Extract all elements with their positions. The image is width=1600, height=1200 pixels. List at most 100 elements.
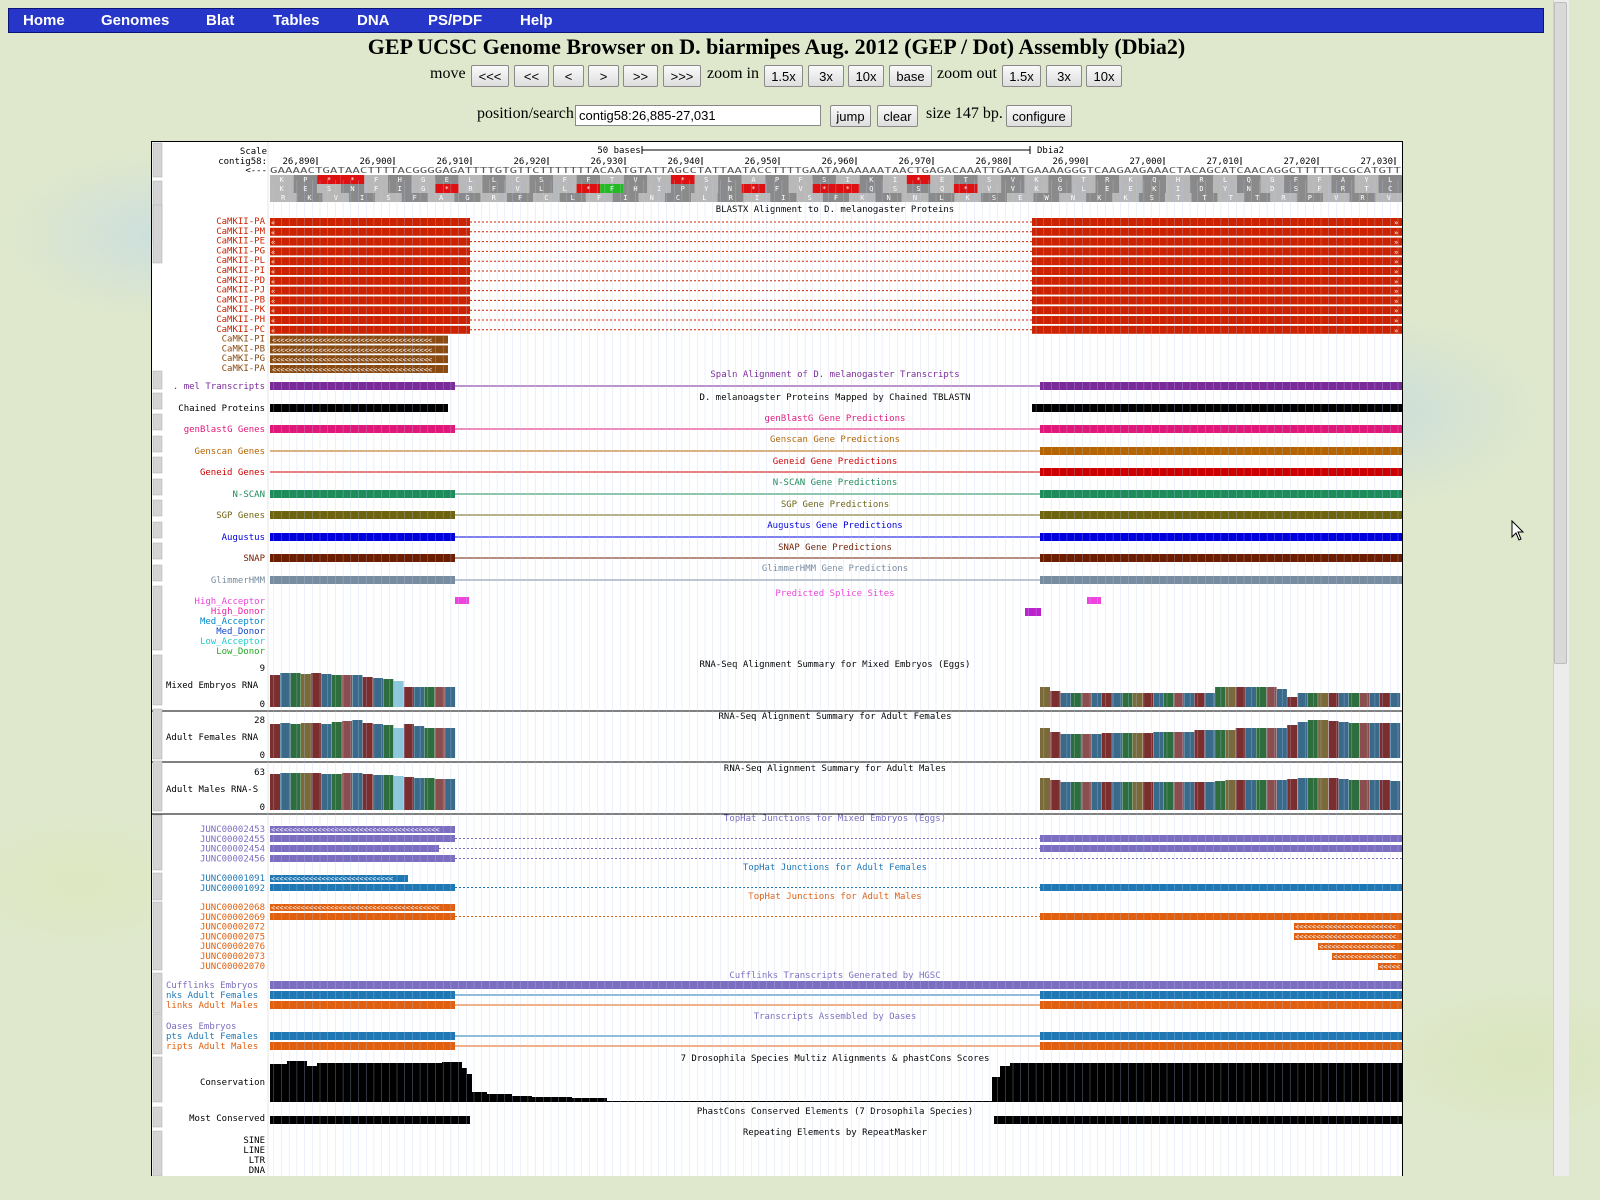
undefined-bar[interactable] (1143, 693, 1153, 707)
undefined-bar[interactable] (280, 723, 291, 758)
undefined-bar[interactable] (414, 687, 425, 707)
undefined-bar[interactable] (424, 687, 435, 707)
nav-dna-link[interactable]: DNA (357, 12, 390, 29)
camki-alignment-block[interactable] (270, 345, 448, 354)
zoom-out-10x-button[interactable]: 10x (1086, 65, 1122, 87)
undefined-bar[interactable] (1307, 778, 1318, 810)
undefined-bar[interactable] (1040, 728, 1050, 758)
undefined-bar[interactable] (403, 687, 414, 707)
track-side-button[interactable] (152, 521, 163, 539)
camkii-alignment-block-1[interactable] (270, 218, 470, 226)
track-side-button[interactable] (152, 814, 163, 871)
junction-block[interactable] (1378, 963, 1402, 970)
undefined-bar[interactable] (1235, 728, 1246, 758)
junction-block[interactable] (270, 904, 455, 911)
nav-tables-link[interactable]: Tables (273, 12, 320, 29)
splice-site-acceptor-1[interactable] (455, 597, 469, 604)
undefined-bar[interactable] (1091, 693, 1102, 707)
undefined-bar[interactable] (1276, 728, 1287, 758)
oases-exon-1[interactable] (270, 1042, 455, 1050)
undefined-bar[interactable] (445, 779, 456, 810)
undefined-bar[interactable] (1070, 693, 1081, 707)
undefined-bar[interactable] (1307, 693, 1318, 707)
undefined-bar[interactable] (362, 723, 373, 758)
camki-alignment-block[interactable] (270, 355, 448, 364)
cufflinks-oases-tracks[interactable]: Cufflinks Transcripts Generated by HGSC C… (166, 971, 1402, 1052)
undefined-bar[interactable] (1349, 693, 1359, 707)
undefined-bar[interactable] (383, 725, 394, 758)
undefined-bar[interactable] (290, 724, 301, 758)
undefined-bar[interactable] (1163, 732, 1174, 758)
move-small-left-button[interactable]: < (553, 65, 584, 87)
camkii-alignment-block-2[interactable] (1032, 257, 1402, 266)
camkii-alignment-block-2[interactable] (1032, 325, 1402, 334)
configure-button[interactable]: configure (1006, 105, 1072, 127)
undefined-bar[interactable] (373, 678, 383, 707)
oases-exon-1[interactable] (270, 1032, 455, 1040)
move-small-right-button[interactable]: > (588, 65, 619, 87)
undefined-bar[interactable] (321, 674, 332, 707)
junction-block[interactable] (270, 826, 455, 833)
undefined-bar[interactable] (1266, 780, 1277, 810)
undefined-bar[interactable] (1266, 687, 1277, 707)
track-side-button[interactable] (152, 1130, 163, 1176)
move-right-button[interactable]: >> (623, 65, 658, 87)
undefined-bar[interactable] (311, 773, 322, 810)
junction-block[interactable] (270, 884, 455, 891)
track-side-button[interactable] (152, 499, 163, 517)
undefined-bar[interactable] (1246, 687, 1256, 707)
undefined-bar[interactable] (1112, 782, 1123, 810)
track-side-button[interactable] (152, 1106, 163, 1128)
junction-block[interactable] (1318, 943, 1402, 950)
scrollbar-thumb[interactable] (1554, 2, 1567, 664)
undefined-bar[interactable] (1338, 722, 1349, 758)
camkii-alignment-block-2[interactable] (1032, 247, 1402, 256)
camkii-alignment-block-1[interactable] (270, 306, 470, 315)
undefined-bar[interactable] (1225, 687, 1236, 707)
undefined-bar[interactable] (1173, 782, 1184, 810)
undefined-bar[interactable] (414, 726, 425, 758)
track-side-button[interactable] (152, 435, 163, 453)
undefined-bar[interactable] (1256, 687, 1267, 707)
spaln-exon-1[interactable] (270, 382, 455, 390)
undefined-bar[interactable] (300, 674, 311, 707)
undefined-bar[interactable] (270, 675, 280, 707)
undefined-bar[interactable] (1276, 689, 1287, 707)
move-far-left-button[interactable]: <<< (471, 65, 509, 87)
undefined-bar[interactable] (1184, 732, 1195, 758)
track-side-button[interactable] (152, 972, 163, 1014)
undefined-bar[interactable] (352, 675, 363, 707)
undefined-bar[interactable] (1225, 730, 1236, 758)
undefined-bar[interactable] (1143, 733, 1153, 758)
undefined-bar[interactable] (1194, 693, 1205, 707)
undefined-bar[interactable] (1091, 782, 1102, 810)
zoom-out-3x-button[interactable]: 3x (1046, 65, 1082, 87)
junction-block[interactable] (270, 845, 439, 852)
undefined-bar[interactable] (1153, 732, 1164, 758)
undefined-bar[interactable] (321, 724, 332, 758)
undefined-bar[interactable] (362, 774, 373, 810)
conservation-plot[interactable] (270, 1061, 1402, 1102)
undefined-bar[interactable] (1122, 693, 1133, 707)
undefined-bar[interactable] (1060, 782, 1071, 810)
undefined-bar[interactable] (280, 673, 291, 707)
undefined-bar[interactable] (1194, 730, 1205, 758)
undefined-bar[interactable] (1040, 687, 1050, 707)
track-side-button[interactable] (152, 478, 163, 496)
zoom-base-button[interactable]: base (889, 65, 932, 87)
undefined-bar[interactable] (1132, 693, 1143, 707)
undefined-bar[interactable] (1297, 693, 1308, 707)
undefined-bar[interactable] (1390, 781, 1401, 810)
undefined-bar[interactable] (1287, 697, 1298, 707)
camkii-alignment-block-1[interactable] (270, 267, 470, 275)
undefined-bar[interactable] (403, 724, 414, 758)
undefined-bar[interactable] (393, 728, 404, 758)
junction-block[interactable] (270, 913, 455, 920)
camkii-alignment-block-1[interactable] (270, 286, 470, 295)
junction-block[interactable] (1294, 933, 1402, 940)
track-side-button[interactable] (152, 542, 163, 560)
undefined-bar[interactable] (1122, 782, 1133, 810)
camkii-alignment-block-1[interactable] (270, 296, 470, 305)
undefined-bar[interactable] (290, 673, 301, 707)
undefined-bar[interactable] (1369, 693, 1380, 707)
